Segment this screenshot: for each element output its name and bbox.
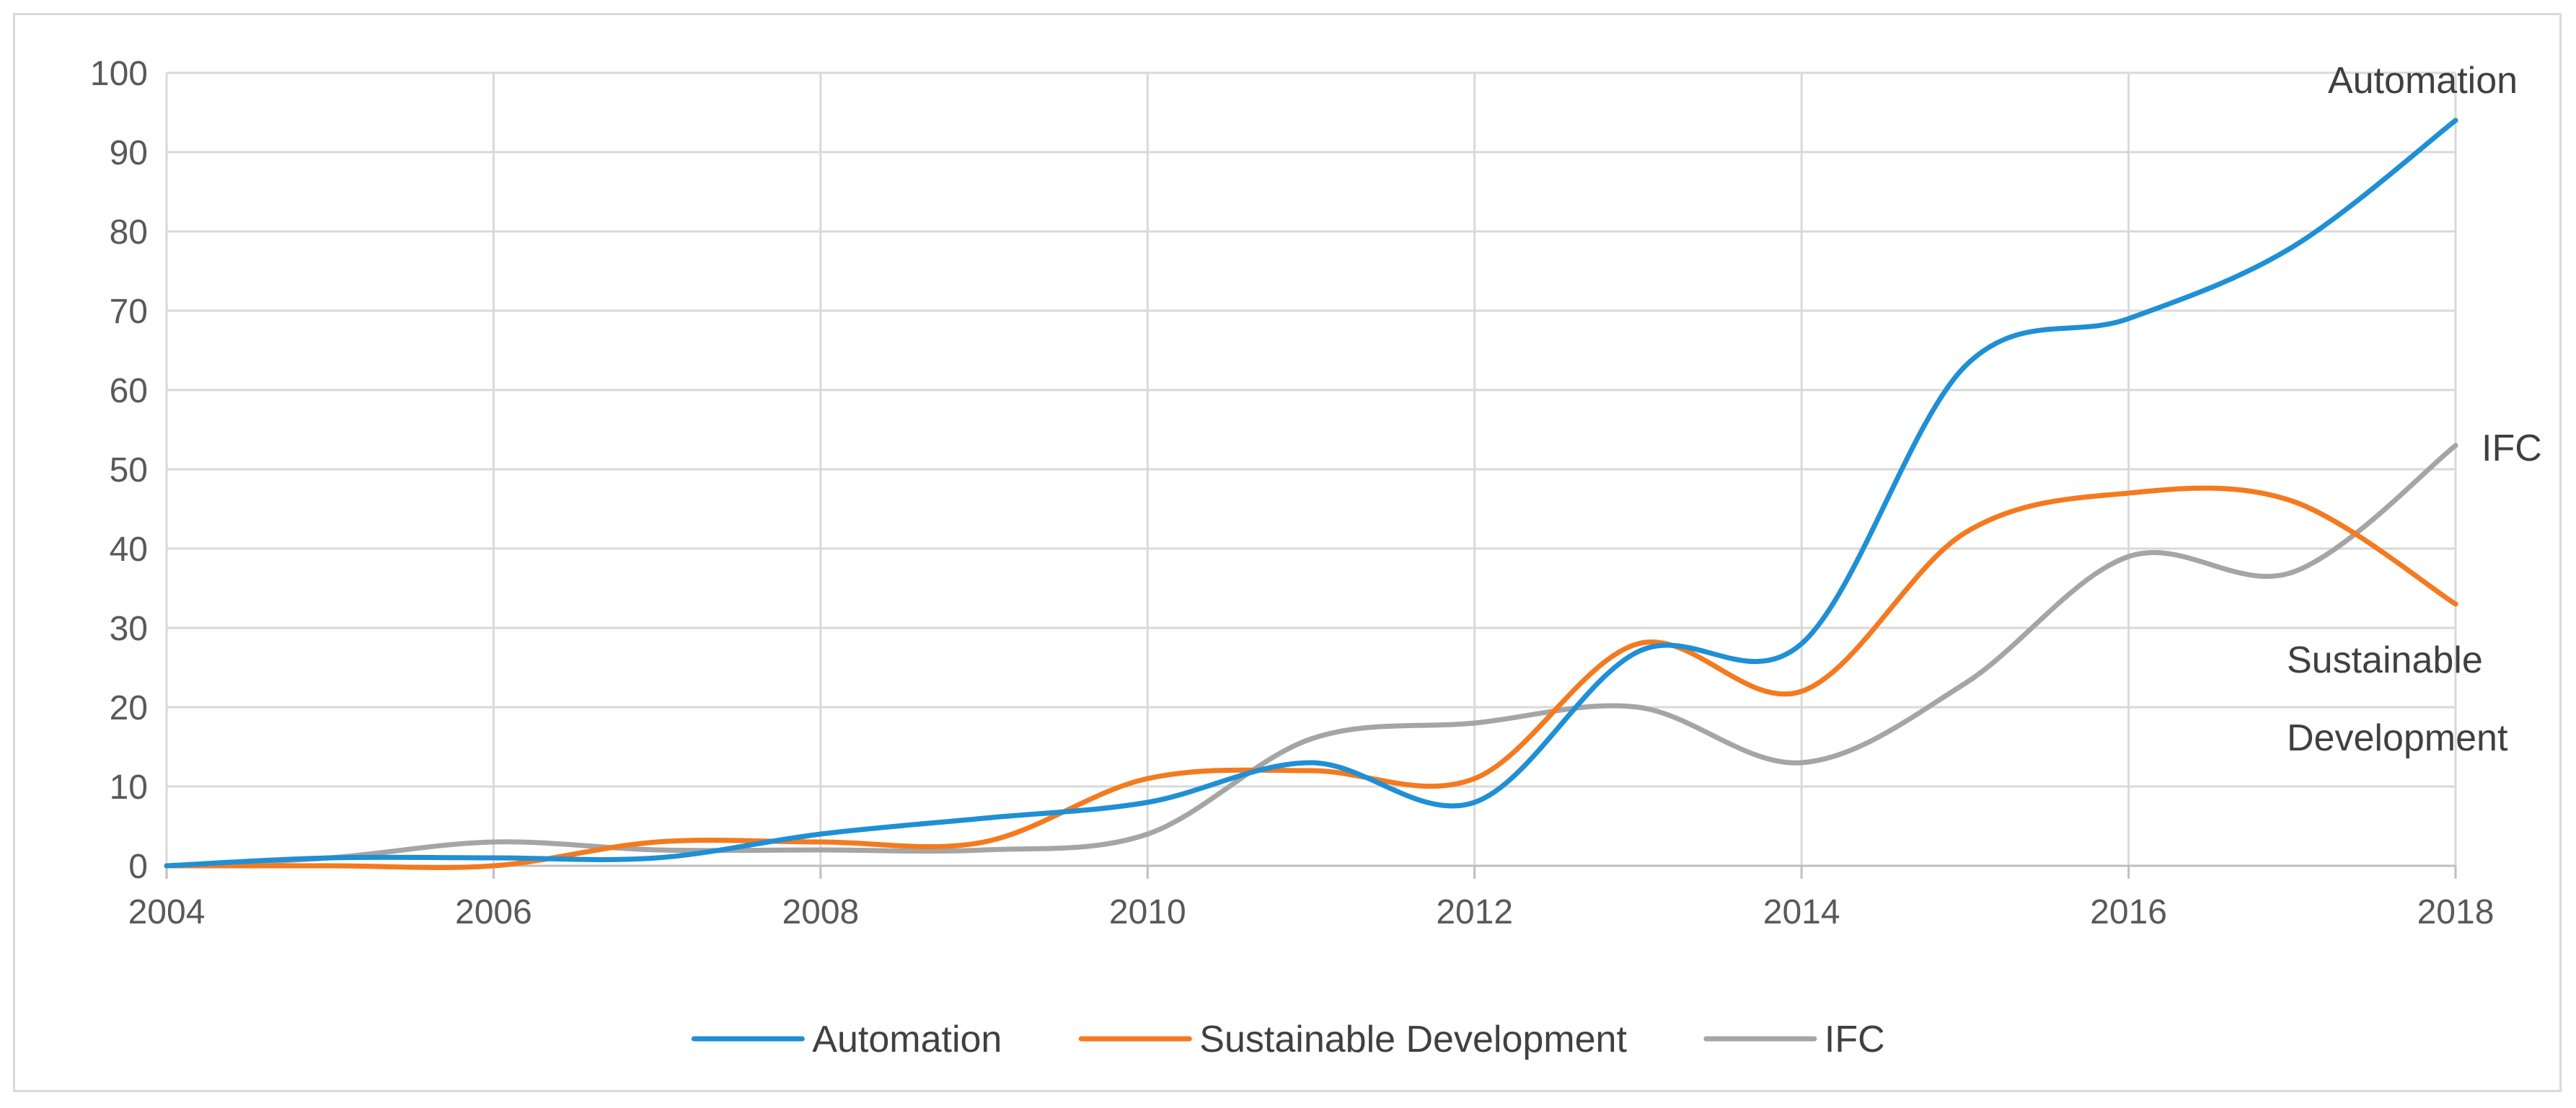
y-tick-label: 90 [110,134,148,172]
series-line-ifc [164,443,2458,869]
series-end-label-automation: Automation [2328,60,2518,102]
x-tick-label: 2004 [128,893,206,931]
x-tick-label: 2014 [1763,893,1840,931]
x-tick-label: 2018 [2417,893,2495,931]
series-line-sustainable-development [164,485,2458,870]
x-tick-label: 2010 [1109,893,1186,931]
legend-label: IFC [1825,1019,1885,1060]
x-tick-label: 2012 [1436,893,1513,931]
y-tick-label: 100 [90,55,148,93]
y-axis-ticks: 0 10 20 30 40 50 60 70 80 90 100 [90,55,148,886]
y-tick-label: 30 [110,610,148,648]
y-tick-label: 0 [128,848,148,886]
axes [165,864,2457,879]
x-tick-label: 2016 [2090,893,2167,931]
series-end-label-ifc: IFC [2482,427,2542,469]
y-tick-label: 40 [110,531,148,569]
y-tick-label: 20 [110,689,148,727]
legend-label: Sustainable Development [1199,1019,1627,1060]
series-lines [164,118,2458,870]
chart-frame: 0 10 20 30 40 50 60 70 80 90 100 2004 2006 2008 2010 2… [13,13,2562,1092]
legend-label: Automation [812,1019,1002,1060]
legend-item: Sustainable Development [1078,1019,1627,1060]
series-line-automation [164,118,2458,869]
gridlines [165,71,2457,866]
y-tick-label: 80 [110,213,148,252]
series-end-labels: Automation Sustainable Development IFC [2287,60,2542,759]
series-end-label-sustainable-development: Sustainable [2287,639,2483,681]
x-axis-ticks: 2004 2006 2008 2010 2012 2014 2016 2018 [128,893,2495,931]
legend: Automation Sustainable Development IFC [691,1019,1885,1060]
legend-item: IFC [1703,1019,1885,1060]
y-tick-label: 70 [110,293,148,331]
legend-item: Automation [691,1019,1002,1060]
series-end-label-sustainable-development: Development [2287,717,2508,759]
y-tick-label: 10 [110,768,148,807]
x-tick-label: 2006 [455,893,532,931]
y-tick-label: 60 [110,372,148,410]
x-tick-label: 2008 [782,893,859,931]
y-tick-label: 50 [110,451,148,489]
